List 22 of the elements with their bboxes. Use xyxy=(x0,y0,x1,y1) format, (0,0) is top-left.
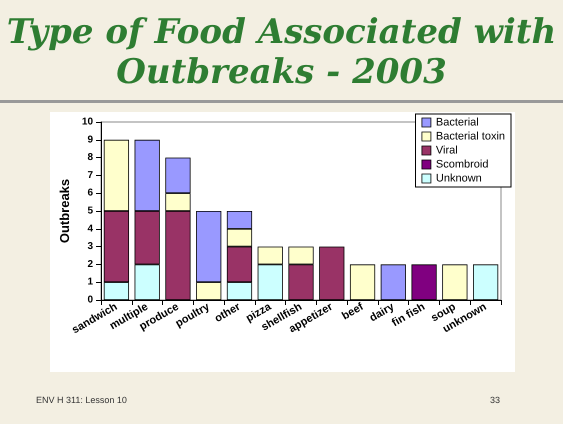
y-tick-label: 9 xyxy=(87,134,94,146)
y-tick-label: 2 xyxy=(87,258,94,270)
legend-label: Viral xyxy=(436,144,458,156)
text: ENV H 311: Lesson 10 xyxy=(36,395,127,405)
legend-label: Bacterial xyxy=(436,116,479,128)
y-tick-label: 5 xyxy=(87,206,94,216)
chart-title: Type of Food Associated with Outbreaks - 2003 xyxy=(6,12,558,92)
y-axis-title: Outbreaks xyxy=(57,178,72,244)
y-tick-label: 4 xyxy=(87,223,94,234)
x-tick-label: other xyxy=(212,300,244,325)
y-tick-label: 7 xyxy=(87,170,94,181)
x-tick-label: beef xyxy=(340,300,366,322)
y-tick-label: 3 xyxy=(87,241,94,252)
y-tick-label: 8 xyxy=(87,152,94,164)
y-tick-label: 6 xyxy=(87,188,94,199)
y-tick-label: 1 xyxy=(87,276,94,288)
y-tick-label: 0 xyxy=(87,294,94,306)
legend-label: Unknown xyxy=(436,172,482,184)
legend-label: Bacterial toxin xyxy=(436,130,506,142)
y-tick-label: 10 xyxy=(82,116,94,128)
legend-label: Scombroid xyxy=(436,158,488,170)
text: 33 xyxy=(490,395,500,405)
